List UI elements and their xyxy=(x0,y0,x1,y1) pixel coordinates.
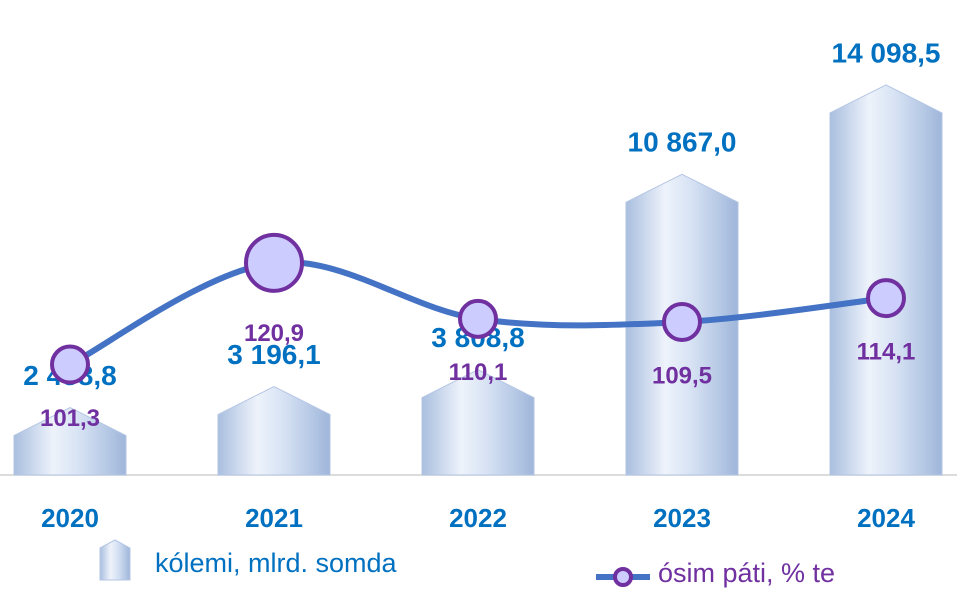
line-marker xyxy=(866,278,906,319)
x-tick-label: 2024 xyxy=(857,503,915,533)
x-tick-label: 2020 xyxy=(41,503,99,533)
legend-label: ósim páti, % te xyxy=(658,558,835,588)
line-marker xyxy=(458,298,498,339)
bar xyxy=(13,406,127,476)
bar xyxy=(421,369,535,476)
line-marker xyxy=(662,301,702,342)
line-value-label: 110,1 xyxy=(449,359,508,386)
line-marker xyxy=(50,344,90,385)
legend-label: kólemi, mlrd. somda xyxy=(155,548,398,578)
bar-value-label: 14 098,5 xyxy=(832,37,941,68)
x-tick-label: 2023 xyxy=(653,503,711,533)
bar-value-label: 10 867,0 xyxy=(628,127,737,158)
line-marker xyxy=(244,232,304,293)
bar xyxy=(217,386,331,476)
legend-bar-icon xyxy=(99,539,131,581)
legend-marker-icon xyxy=(613,567,633,587)
line-value-label: 109,5 xyxy=(652,362,712,389)
line-value-label: 120,9 xyxy=(244,320,304,347)
x-tick-label: 2021 xyxy=(245,503,303,533)
bar-value-label: 3 196,1 xyxy=(227,339,320,370)
line-value-label: 101,3 xyxy=(40,405,100,432)
line-value-label: 114,1 xyxy=(857,338,916,365)
x-tick-label: 2022 xyxy=(449,503,507,533)
